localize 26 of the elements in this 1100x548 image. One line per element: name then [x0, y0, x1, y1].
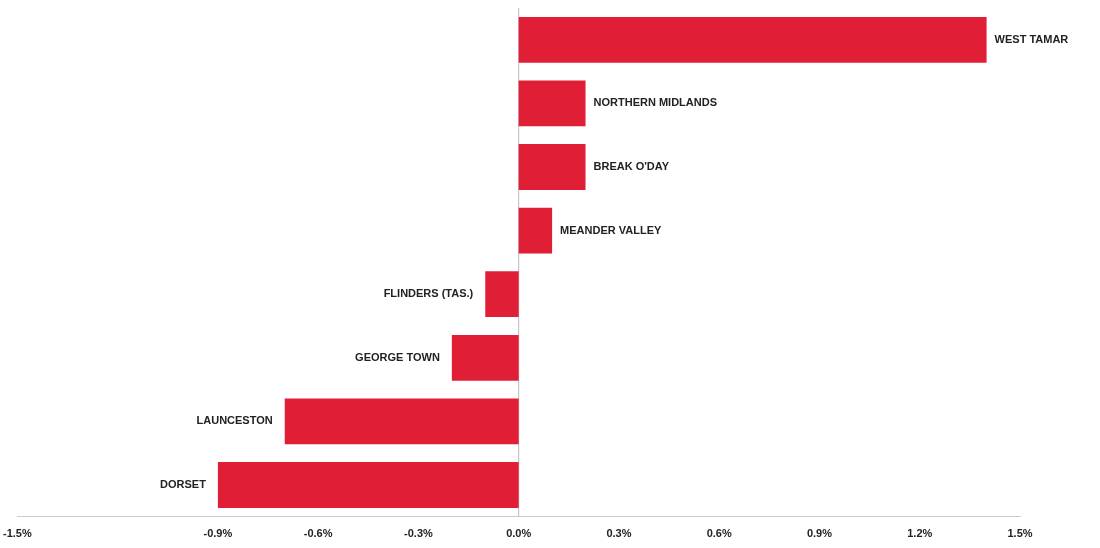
bar — [451, 334, 519, 381]
bar — [217, 462, 519, 508]
y-tick-label: FLINDERS (TAS.) — [383, 287, 474, 300]
x-tick-label: 1.2% — [907, 527, 933, 540]
y-tick-label: GEORGE TOWN — [355, 350, 440, 363]
x-tick-label: -0.6% — [303, 527, 333, 540]
x-tick-label: -0.3% — [404, 527, 433, 540]
bar — [284, 398, 519, 445]
x-tick-label: -0.9% — [203, 527, 233, 540]
bar — [518, 80, 586, 127]
bar — [518, 144, 586, 190]
y-tick-label: LAUNCESTON — [196, 414, 273, 427]
x-tick-label: 0.3% — [606, 527, 632, 540]
bar — [485, 271, 519, 318]
y-tick-label: NORTHERN MIDLANDS — [593, 96, 717, 109]
x-tick-label: 1.5% — [1007, 527, 1033, 540]
bar — [518, 207, 553, 254]
x-tick-label: -1.5% — [2, 527, 32, 540]
y-tick-label: WEST TAMAR — [994, 32, 1069, 45]
y-tick-label: MEANDER VALLEY — [560, 223, 663, 236]
y-tick-label: BREAK O'DAY — [593, 160, 670, 173]
x-tick-label: 0.6% — [706, 527, 732, 540]
x-tick-label: 0.9% — [806, 527, 833, 540]
x-tick-label: 0.0% — [506, 527, 532, 540]
y-tick-label: DORSET — [160, 478, 207, 491]
bar — [518, 16, 987, 63]
